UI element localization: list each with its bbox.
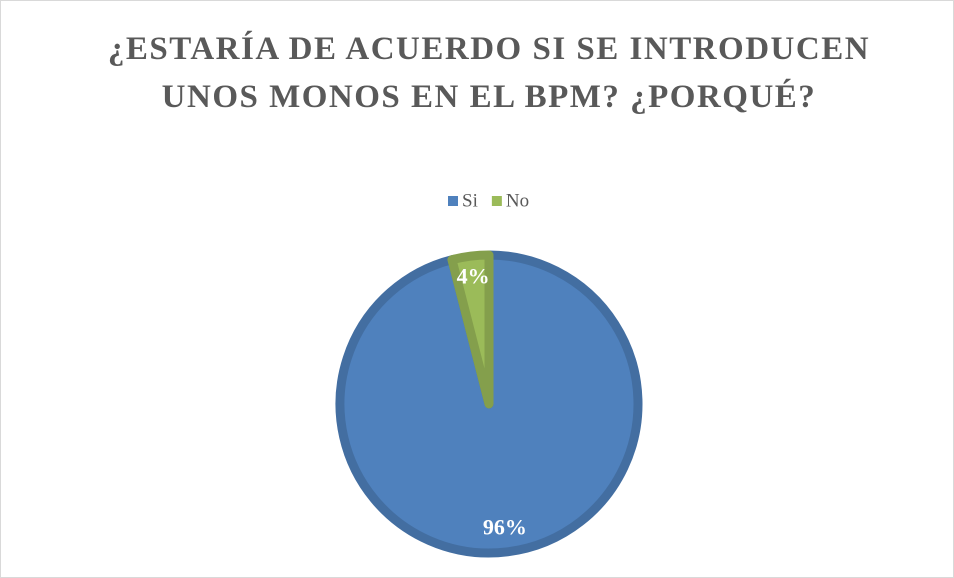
legend-swatch: [448, 196, 458, 206]
legend-label: Si: [462, 190, 478, 211]
legend-swatch: [491, 196, 502, 206]
legend-label: No: [506, 190, 529, 211]
data-label: 4%: [457, 263, 490, 288]
data-label: 96%: [483, 515, 527, 540]
pie-slice: [447, 250, 494, 409]
chart-title: ¿ESTARÍA DE ACUERDO SI SE INTRODUCEN UNO…: [107, 31, 871, 115]
